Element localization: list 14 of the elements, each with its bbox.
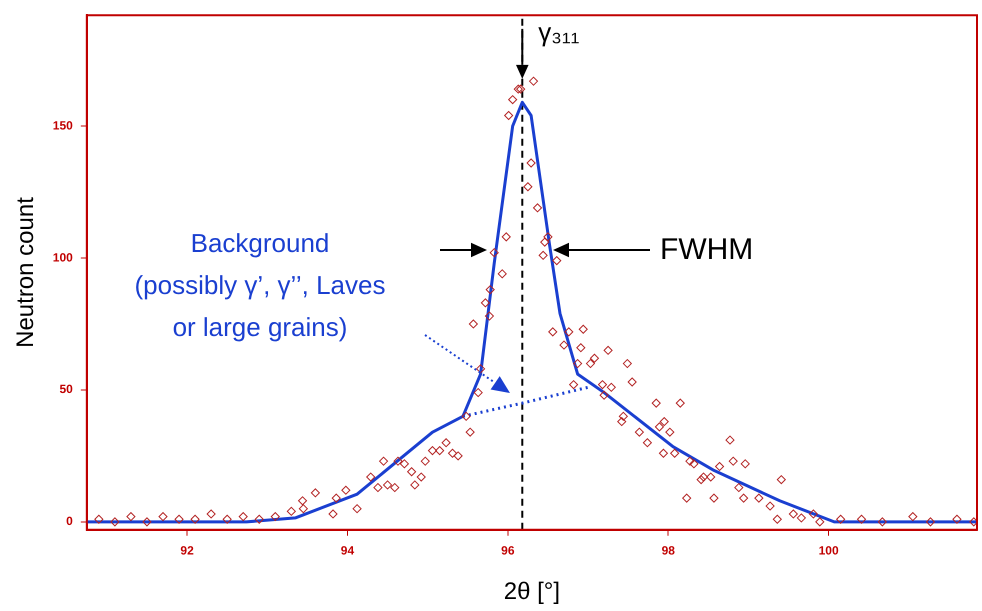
annotation: γ₃₁₁ <box>538 16 580 48</box>
y-tick-label: 50 <box>59 382 74 396</box>
annotation: FWHM <box>660 232 754 268</box>
x-tick-label: 96 <box>501 543 515 558</box>
y-tick-label: 150 <box>52 118 74 132</box>
x-axis-title: 2θ [°] <box>504 578 560 606</box>
x-tick-label: 92 <box>180 543 194 558</box>
annotation: Background (possibly γ’, γ’’, Laves or large grains) <box>134 227 386 344</box>
x-tick-label: 98 <box>662 543 676 558</box>
x-tick-label: 100 <box>818 543 839 558</box>
x-tick-label: 94 <box>340 543 354 558</box>
y-tick-label: 100 <box>52 250 74 264</box>
y-axis-title: Neutron count <box>12 196 40 348</box>
y-tick-label: 0 <box>66 514 74 528</box>
